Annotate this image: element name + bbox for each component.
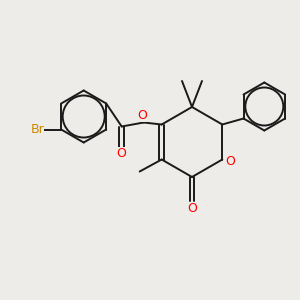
Text: O: O [187, 202, 197, 214]
Text: Br: Br [30, 123, 44, 136]
Text: O: O [116, 147, 126, 160]
Text: O: O [137, 109, 147, 122]
Text: O: O [225, 155, 235, 168]
